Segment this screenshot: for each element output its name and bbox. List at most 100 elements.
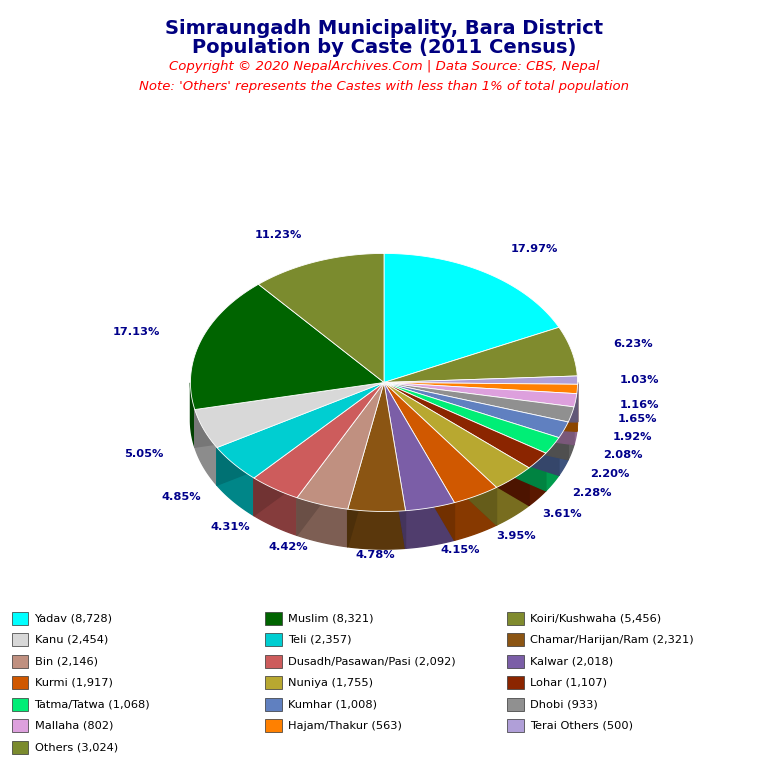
Polygon shape	[384, 382, 546, 491]
Text: 17.97%: 17.97%	[510, 244, 558, 254]
Polygon shape	[195, 409, 217, 485]
Text: 5.05%: 5.05%	[124, 449, 164, 459]
Polygon shape	[217, 382, 384, 478]
Text: 1.92%: 1.92%	[613, 432, 652, 442]
Text: Kanu (2,454): Kanu (2,454)	[35, 634, 108, 645]
Polygon shape	[297, 498, 348, 547]
Polygon shape	[384, 382, 578, 422]
Text: 2.20%: 2.20%	[590, 469, 629, 479]
Polygon shape	[546, 438, 559, 491]
Text: Copyright © 2020 NepalArchives.Com | Data Source: CBS, Nepal: Copyright © 2020 NepalArchives.Com | Dat…	[169, 60, 599, 73]
Polygon shape	[455, 488, 497, 540]
Polygon shape	[384, 382, 574, 445]
Text: 1.03%: 1.03%	[620, 375, 660, 385]
Text: Dusadh/Pasawan/Pasi (2,092): Dusadh/Pasawan/Pasi (2,092)	[288, 656, 455, 667]
Text: Lohar (1,107): Lohar (1,107)	[530, 677, 607, 688]
Text: 4.15%: 4.15%	[441, 545, 480, 555]
Polygon shape	[254, 382, 384, 515]
Polygon shape	[384, 382, 578, 394]
Text: 2.08%: 2.08%	[604, 450, 643, 460]
Polygon shape	[254, 478, 297, 535]
Polygon shape	[259, 253, 384, 382]
Polygon shape	[384, 382, 559, 475]
Text: Kurmi (1,917): Kurmi (1,917)	[35, 677, 112, 688]
Polygon shape	[190, 284, 384, 409]
Text: 4.78%: 4.78%	[355, 550, 395, 560]
Polygon shape	[384, 382, 574, 445]
Polygon shape	[384, 327, 578, 382]
Text: Simraungadh Municipality, Bara District: Simraungadh Municipality, Bara District	[165, 19, 603, 38]
Polygon shape	[348, 382, 406, 511]
Polygon shape	[384, 382, 559, 475]
Text: Yadav (8,728): Yadav (8,728)	[35, 613, 113, 624]
Polygon shape	[568, 407, 574, 459]
Polygon shape	[348, 382, 384, 547]
Polygon shape	[254, 382, 384, 498]
Polygon shape	[529, 453, 546, 505]
Text: Terai Others (500): Terai Others (500)	[530, 720, 633, 731]
Text: 4.31%: 4.31%	[210, 522, 250, 532]
Text: Note: 'Others' represents the Castes with less than 1% of total population: Note: 'Others' represents the Castes wit…	[139, 80, 629, 93]
Text: Others (3,024): Others (3,024)	[35, 742, 118, 753]
Polygon shape	[384, 382, 497, 502]
Text: 11.23%: 11.23%	[255, 230, 303, 240]
Polygon shape	[384, 382, 529, 488]
Polygon shape	[190, 382, 195, 447]
Text: Mallaha (802): Mallaha (802)	[35, 720, 113, 731]
Polygon shape	[384, 382, 559, 453]
Polygon shape	[348, 382, 384, 547]
Polygon shape	[384, 382, 497, 525]
Text: 4.42%: 4.42%	[268, 541, 308, 551]
Text: Population by Caste (2011 Census): Population by Caste (2011 Census)	[192, 38, 576, 58]
Text: 3.61%: 3.61%	[542, 509, 582, 519]
Polygon shape	[297, 382, 384, 535]
Polygon shape	[384, 376, 578, 384]
Text: Kalwar (2,018): Kalwar (2,018)	[530, 656, 613, 667]
Polygon shape	[574, 394, 577, 445]
Polygon shape	[384, 382, 577, 407]
Polygon shape	[384, 382, 568, 459]
Text: 1.65%: 1.65%	[617, 414, 657, 424]
Text: Muslim (8,321): Muslim (8,321)	[288, 613, 373, 624]
Polygon shape	[217, 448, 254, 515]
Polygon shape	[384, 382, 455, 540]
Polygon shape	[384, 382, 406, 548]
Polygon shape	[384, 382, 577, 432]
Polygon shape	[254, 382, 384, 515]
Text: 4.85%: 4.85%	[161, 492, 200, 502]
Polygon shape	[297, 382, 384, 535]
Text: Teli (2,357): Teli (2,357)	[288, 634, 352, 645]
Text: Kumhar (1,008): Kumhar (1,008)	[288, 699, 377, 710]
Polygon shape	[497, 468, 529, 525]
Polygon shape	[384, 382, 574, 422]
Text: 1.16%: 1.16%	[620, 400, 659, 410]
Polygon shape	[297, 382, 384, 509]
Polygon shape	[384, 382, 455, 540]
Polygon shape	[384, 253, 559, 382]
Polygon shape	[384, 382, 497, 525]
Polygon shape	[384, 382, 568, 459]
Polygon shape	[217, 382, 384, 485]
Polygon shape	[348, 509, 406, 549]
Polygon shape	[195, 382, 384, 448]
Polygon shape	[384, 382, 455, 511]
Polygon shape	[384, 382, 529, 505]
Text: 2.28%: 2.28%	[571, 488, 611, 498]
Polygon shape	[384, 382, 406, 548]
Polygon shape	[384, 382, 546, 491]
Text: 3.95%: 3.95%	[496, 531, 536, 541]
Polygon shape	[217, 382, 384, 485]
Text: Tatma/Tatwa (1,068): Tatma/Tatwa (1,068)	[35, 699, 151, 710]
Polygon shape	[384, 382, 546, 468]
Polygon shape	[559, 422, 568, 475]
Text: 17.13%: 17.13%	[113, 327, 161, 337]
Text: Koiri/Kushwaha (5,456): Koiri/Kushwaha (5,456)	[530, 613, 661, 624]
Polygon shape	[384, 382, 578, 422]
Polygon shape	[384, 382, 577, 432]
Polygon shape	[384, 382, 568, 438]
Text: Chamar/Harijan/Ram (2,321): Chamar/Harijan/Ram (2,321)	[530, 634, 694, 645]
Text: 6.23%: 6.23%	[613, 339, 653, 349]
Polygon shape	[406, 502, 455, 548]
Polygon shape	[195, 382, 384, 447]
Polygon shape	[384, 382, 529, 505]
